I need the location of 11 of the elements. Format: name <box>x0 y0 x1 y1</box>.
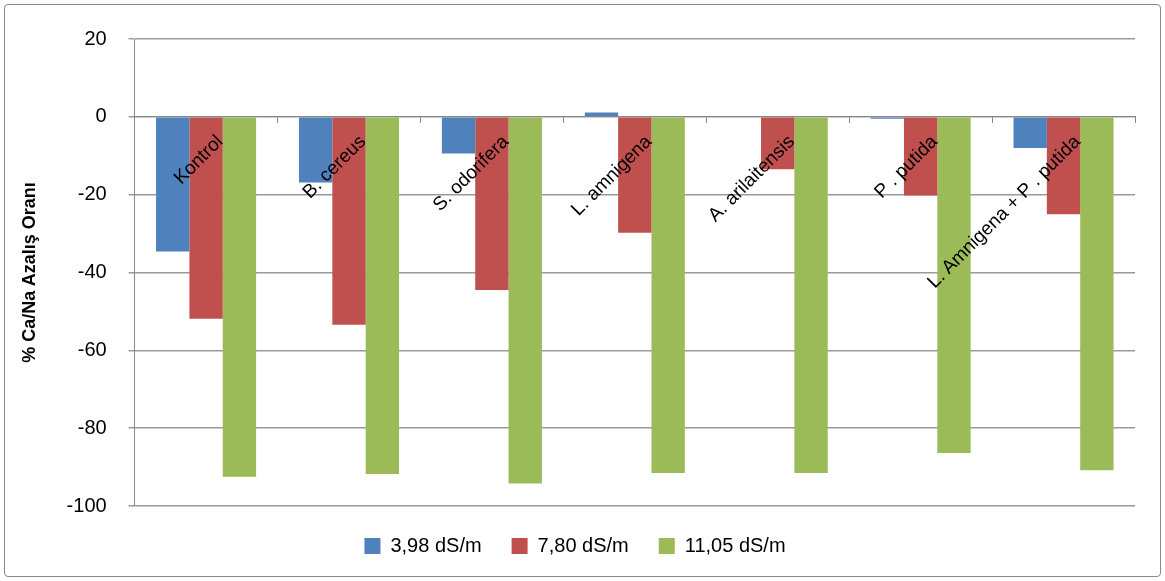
y-axis-title: % Ca/Na Azalış Oranı <box>18 182 39 363</box>
y-tick-label: -100 <box>66 493 107 516</box>
y-tick-label: 20 <box>84 26 107 49</box>
legend-label: 3,98 dS/m <box>390 533 482 556</box>
y-tick-label: 0 <box>95 104 107 127</box>
legend-label: 11,05 dS/m <box>684 533 786 556</box>
y-tick-label: -60 <box>77 337 107 360</box>
y-tick-label: -80 <box>77 415 107 438</box>
y-tick-label: -40 <box>77 260 107 283</box>
legend-label: 7,80 dS/m <box>537 533 629 556</box>
y-tick-label: -20 <box>77 182 107 205</box>
